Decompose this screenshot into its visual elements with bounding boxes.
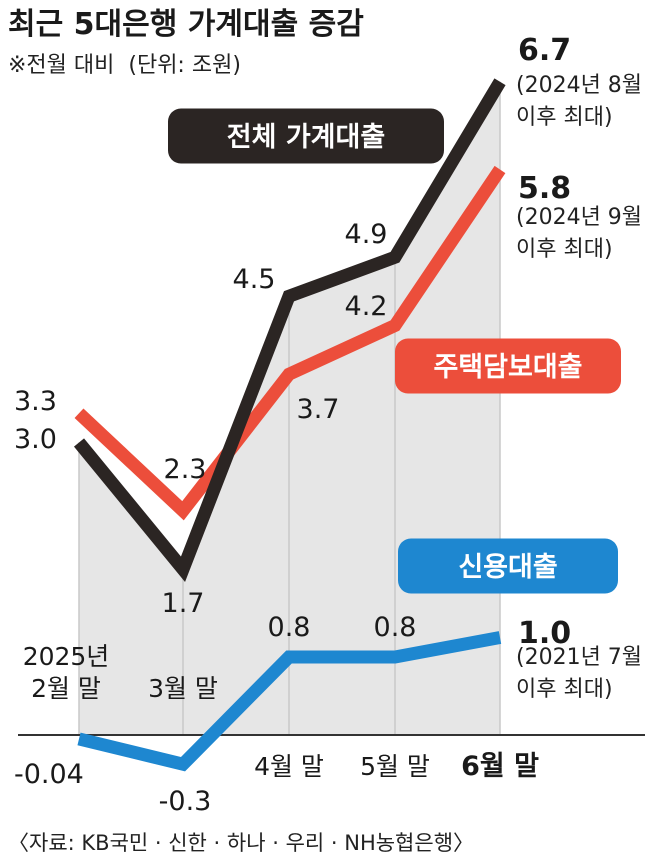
total-value-label: 4.5 bbox=[233, 264, 276, 295]
legend-mortgage-badge bbox=[395, 338, 621, 394]
x-tick-label: 2025년 bbox=[23, 642, 110, 671]
legend-mortgage-label: 주택담보대출 bbox=[433, 352, 582, 383]
total-loans-line bbox=[73, 78, 506, 582]
mortgage-note: (2024년 9월 bbox=[516, 205, 642, 230]
x-tick-label: 5월 말 bbox=[360, 752, 430, 781]
legend-credit-badge bbox=[398, 538, 618, 594]
credit-value-label: -0.04 bbox=[14, 759, 84, 790]
credit-value-label: 1.0 bbox=[518, 616, 571, 651]
total-value-label: 4.9 bbox=[345, 219, 388, 250]
credit-value-label: -0.3 bbox=[159, 786, 212, 817]
source-note: 〈자료: KB국민 · 신한 · 하나 · 우리 · NH농협은행〉 bbox=[8, 831, 474, 855]
total-note: 이후 최대) bbox=[516, 105, 613, 130]
mortgage-note: 이후 최대) bbox=[516, 237, 613, 262]
x-tick-label: 3월 말 bbox=[148, 674, 218, 703]
x-tick-label: 2월 말 bbox=[31, 674, 101, 703]
x-tick-label: 6월 말 bbox=[461, 751, 539, 782]
legend-credit-label: 신용대출 bbox=[458, 552, 557, 583]
credit-note: 이후 최대) bbox=[516, 677, 613, 702]
mortgage-value-label: 3.7 bbox=[297, 394, 340, 425]
total-value-label: 3.0 bbox=[14, 424, 57, 455]
credit-value-label: 0.8 bbox=[268, 612, 311, 643]
mortgage-value-label: 5.8 bbox=[518, 171, 571, 206]
chart-subtitle: ※전월 대비 (단위: 조원) bbox=[8, 53, 241, 78]
legend-total-label: 전체 가계대출 bbox=[227, 122, 385, 153]
mortgage-value-label: 4.2 bbox=[345, 291, 388, 322]
credit-note: (2021년 7월 bbox=[516, 645, 642, 670]
total-value-label: 1.7 bbox=[162, 588, 205, 619]
credit-value-label: 0.8 bbox=[374, 612, 417, 643]
chart-title: 최근 5대은행 가계대출 증감 bbox=[8, 7, 364, 42]
mortgage-value-label: 2.3 bbox=[164, 454, 207, 485]
total-value-label: 6.7 bbox=[518, 33, 571, 68]
mortgage-loans-line bbox=[74, 165, 506, 521]
legend-total-badge bbox=[168, 108, 444, 164]
x-tick-label: 4월 말 bbox=[254, 752, 324, 781]
credit-loans-line bbox=[77, 631, 502, 772]
total-note: (2024년 8월 bbox=[516, 73, 642, 98]
lines-layer bbox=[73, 78, 506, 772]
mortgage-value-label: 3.3 bbox=[14, 386, 57, 417]
